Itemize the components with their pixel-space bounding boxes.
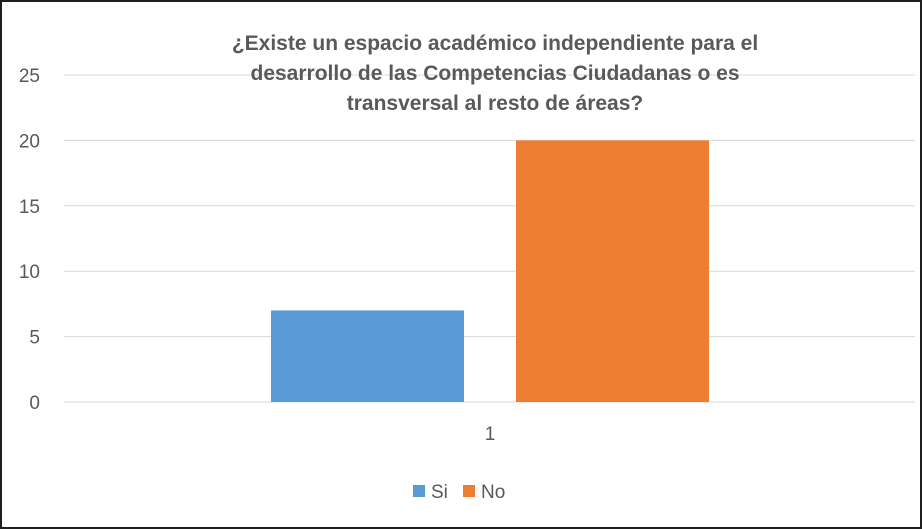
y-tick-label: 10 (19, 262, 40, 283)
y-tick-label: 5 (29, 328, 40, 349)
legend-swatch-no (463, 485, 475, 497)
y-tick-label: 25 (19, 66, 40, 87)
bars (271, 140, 709, 402)
chart-title-line-3: transversal al resto de áreas? (347, 92, 644, 115)
x-tick-label: 1 (485, 424, 496, 445)
y-tick-label: 15 (19, 197, 40, 218)
y-tick-label: 20 (19, 131, 40, 152)
bar-si (271, 310, 464, 402)
gridlines (64, 74, 915, 403)
chart-title: ¿Existe un espacio académico independien… (232, 32, 758, 115)
bar-no (516, 140, 709, 402)
chart-title-line-2: desarrollo de las Competencias Ciudadana… (251, 62, 740, 85)
legend-label-si: Si (431, 482, 448, 503)
x-axis-ticks: 1 (485, 424, 496, 445)
y-tick-label: 0 (29, 393, 40, 414)
legend-label-no: No (481, 482, 505, 503)
chart-title-line-1: ¿Existe un espacio académico independien… (232, 32, 758, 55)
legend-swatch-si (413, 485, 425, 497)
y-axis-ticks: 0 5 10 15 20 25 (19, 66, 40, 414)
legend: Si No (413, 482, 505, 503)
